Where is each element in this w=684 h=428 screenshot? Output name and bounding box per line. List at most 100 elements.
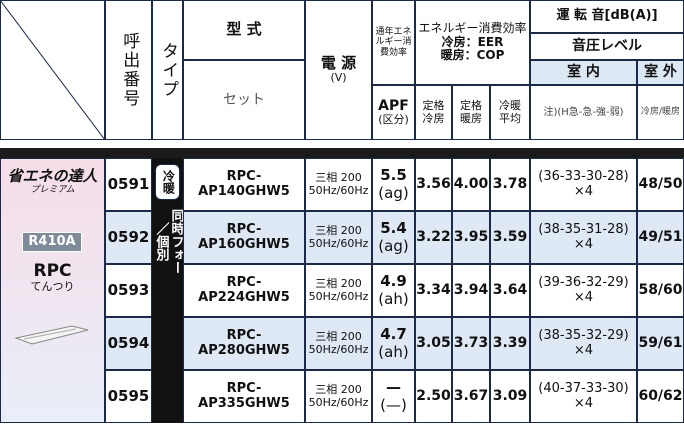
col-type: タイプ (152, 0, 183, 140)
type-col (152, 158, 183, 423)
row-heat: 3.95 (452, 211, 490, 264)
row-code: 0593 (105, 264, 152, 317)
row-cool: 3.34 (415, 264, 452, 317)
text: 58/60 (638, 282, 683, 299)
text: (38-35-31-28) (538, 221, 629, 237)
text: 5.5 (380, 166, 407, 185)
text: 3.39 (492, 335, 528, 352)
row-apf: 5.5 (ag) (372, 158, 415, 211)
row-cool: 3.05 (415, 317, 452, 370)
avg: 冷暖平均 (490, 85, 530, 140)
outdoor-note: 冷房/暖房 (637, 85, 684, 140)
text: (V) (330, 71, 347, 85)
text: 運 転 音[dB(A)] (556, 8, 658, 24)
text: 50Hz/60Hz (308, 342, 369, 356)
eff-title: エネルギー消費効率 冷房：EER 暖房：COP (415, 0, 530, 85)
apf-title: 通年エネルギー消費効率 (372, 0, 415, 85)
text: 3.22 (416, 229, 451, 246)
text: 50Hz/60Hz (308, 289, 369, 303)
text: 三相 200 (315, 382, 362, 396)
text: RPC-AP224GHW5 (198, 274, 290, 305)
text: 50Hz/60Hz (308, 183, 369, 197)
text: RPC-AP140GHW5 (198, 168, 290, 199)
row-model: RPC-AP335GHW5 (183, 370, 305, 423)
text: — (386, 378, 401, 397)
row-code: 0594 (105, 317, 152, 370)
noise-title: 運 転 音[dB(A)] (530, 0, 684, 33)
text: (ah) (378, 289, 409, 308)
row-power: 三相 200 50Hz/60Hz (305, 158, 372, 211)
diagonal (0, 0, 105, 140)
row-indoor: (38-35-32-29) ×4 (530, 317, 637, 370)
text: 冷房：EER (441, 34, 504, 49)
row-model: RPC-AP280GHW5 (183, 317, 305, 370)
text: 型 式 (226, 20, 262, 39)
row-avg: 3.78 (490, 158, 530, 211)
text: 通年エネルギー消費効率 (375, 26, 412, 58)
row-avg: 3.09 (490, 370, 530, 423)
indoor: 室 内 (530, 60, 637, 85)
rated_cool: 定格冷房 (415, 85, 452, 140)
text: 冷暖 (161, 170, 176, 194)
corner (0, 0, 105, 140)
row-power: 三相 200 50Hz/60Hz (305, 317, 372, 370)
text: RPC-AP160GHW5 (198, 221, 290, 252)
text: 音圧レベル (572, 38, 642, 55)
row-apf: 4.9 (ah) (372, 264, 415, 317)
text: (38-35-32-29) (538, 327, 629, 343)
text: (36-33-30-28) (538, 168, 629, 184)
row-heat: 3.73 (452, 317, 490, 370)
text: 同時フォー／個別 (153, 208, 184, 274)
row-power: 三相 200 50Hz/60Hz (305, 370, 372, 423)
indoor-note: 注)(H急-急-強-弱) (530, 85, 637, 140)
text: 呼出番号 (119, 32, 140, 108)
text: 0595 (107, 386, 150, 405)
row-code: 0591 (105, 158, 152, 211)
text: ×4 (573, 395, 594, 411)
rated_heat: 定格暖房 (452, 85, 490, 140)
row-avg: 3.64 (490, 264, 530, 317)
text: エネルギー消費効率 (418, 20, 527, 35)
text: R410A (28, 233, 76, 249)
type-badge: 冷暖 (155, 164, 180, 200)
text: ×4 (573, 236, 594, 252)
text: 省エネの達人 (7, 167, 98, 186)
text: 4.7 (380, 325, 407, 344)
text: 定格暖房 (460, 98, 482, 125)
brand-panel (0, 158, 105, 423)
text: タイプ (158, 41, 179, 99)
text: 0592 (107, 227, 150, 246)
row-heat: 3.67 (452, 370, 490, 423)
text: (ag) (378, 236, 409, 255)
text: 三相 200 (315, 329, 362, 343)
type-label: 同時フォー／個別 (152, 205, 184, 277)
text: てんつり (30, 280, 75, 294)
text: 3.67 (453, 388, 489, 405)
text: RPC-AP280GHW5 (198, 327, 290, 358)
row-model: RPC-AP224GHW5 (183, 264, 305, 317)
row-apf: 5.4 (ag) (372, 211, 415, 264)
text: 3.05 (416, 335, 451, 352)
row-indoor: (39-36-32-29) ×4 (530, 264, 637, 317)
text: 3.95 (453, 229, 489, 246)
text: 3.59 (492, 229, 528, 246)
text: 冷暖平均 (499, 98, 521, 125)
row-outdoor: 49/51 (637, 211, 684, 264)
row-cool: 2.50 (415, 370, 452, 423)
text: 3.73 (453, 335, 489, 352)
refrigerant: R410A (22, 232, 82, 252)
text: 50Hz/60Hz (308, 395, 369, 409)
logo: 省エネの達人 プレミアム (5, 165, 100, 199)
text: 室 内 (567, 64, 600, 81)
text: 注)(H急-急-強-弱) (543, 106, 624, 118)
text: RPC (33, 260, 72, 281)
text: (ah) (378, 342, 409, 361)
text: 室 外 (644, 64, 677, 81)
unit-image (14, 325, 89, 345)
text: 48/50 (638, 176, 683, 193)
row-apf: 4.7 (ah) (372, 317, 415, 370)
apf: APF (区分) (372, 85, 415, 140)
spl: 音圧レベル (530, 33, 684, 60)
text: 0594 (107, 333, 150, 352)
row-apf: — (—) (372, 370, 415, 423)
